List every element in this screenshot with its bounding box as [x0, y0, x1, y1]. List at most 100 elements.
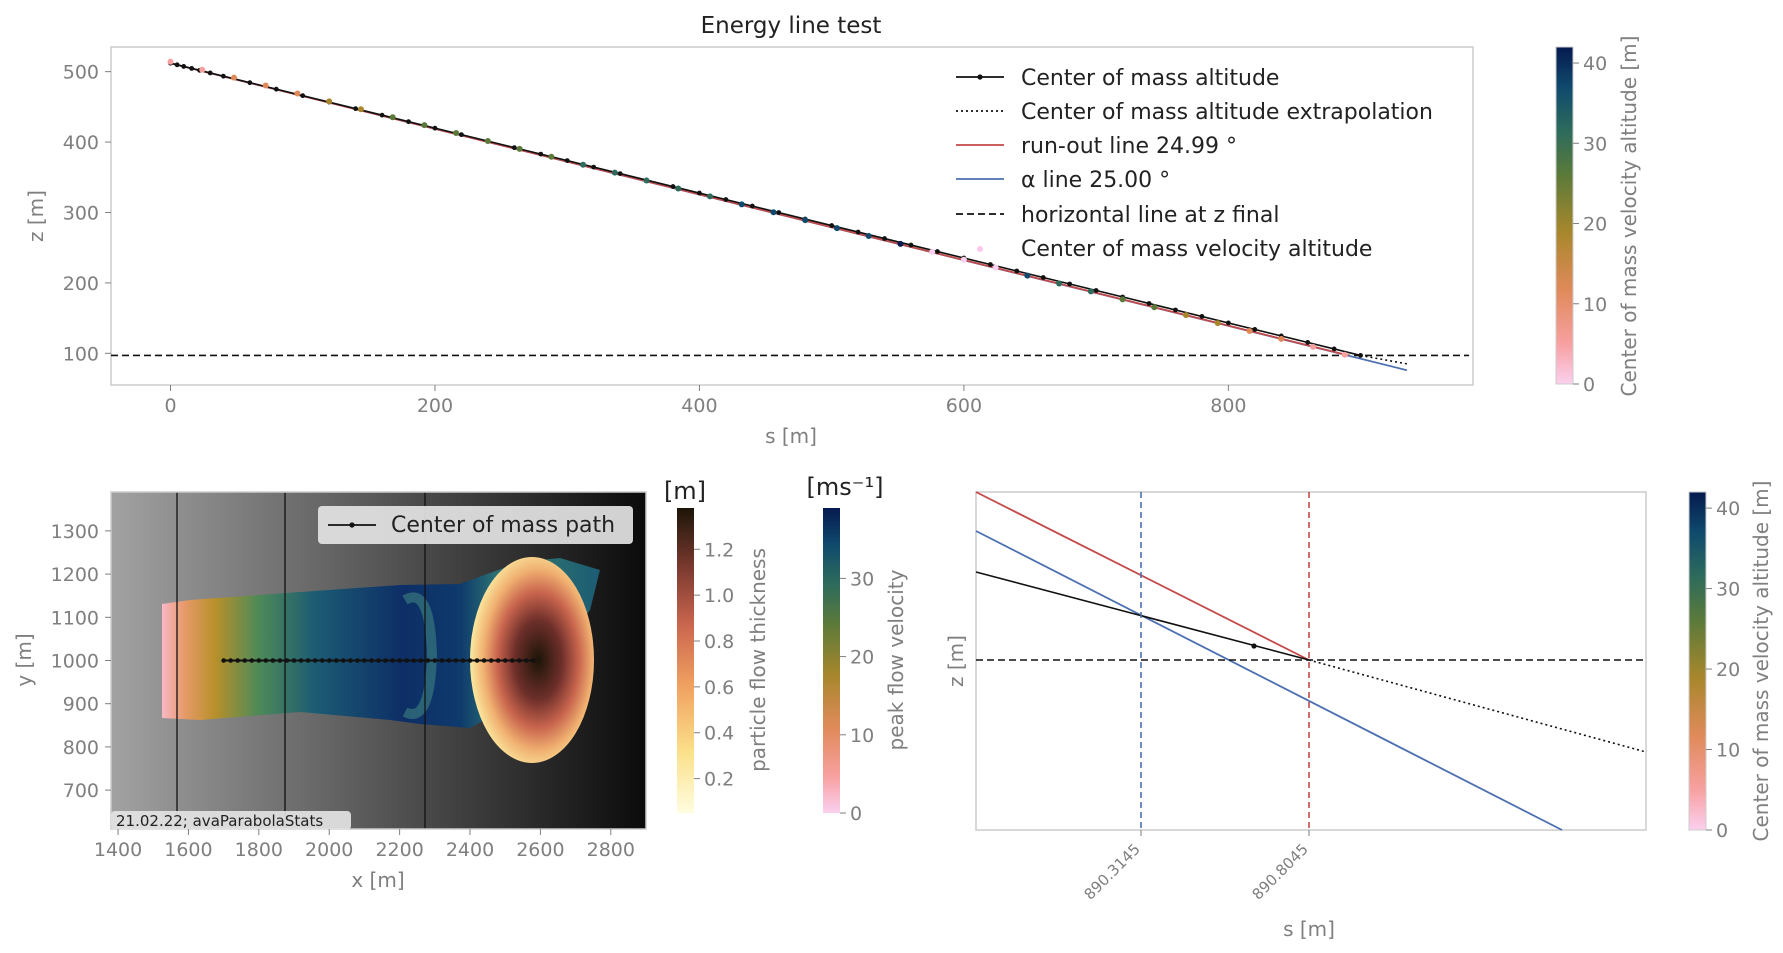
top-plot-frame: [110, 46, 1474, 386]
com-altitude-point: [987, 262, 993, 267]
heatmap-x-tick-label: 1400: [94, 839, 142, 861]
com-path-point: [425, 658, 431, 663]
com-altitude-point: [353, 106, 359, 112]
com-path-point: [509, 658, 515, 663]
heatmap-y-tick-label: 1200: [51, 564, 99, 586]
heatmap-x-tick-label: 2800: [587, 839, 635, 861]
zoom-plot-frame: [975, 491, 1647, 831]
com-altitude-point: [855, 229, 861, 235]
com-path-point: [404, 658, 409, 663]
com-velocity-altitude-point: [580, 161, 587, 168]
top-series-layer: [111, 58, 1469, 372]
com-altitude-point: [1146, 301, 1152, 306]
top-colorbar: [1555, 46, 1574, 385]
zoom-alpha-line: [975, 530, 1563, 831]
velocity-colorbar-tick-label: 20: [850, 647, 874, 669]
velocity-colorbar: [823, 508, 840, 813]
com-altitude-point: [273, 86, 279, 92]
com-altitude-point: [1225, 320, 1231, 326]
com-velocity-altitude-point: [1309, 343, 1316, 350]
com-altitude-point: [749, 203, 755, 209]
top-x-axis-label: s [m]: [765, 424, 817, 448]
legend-entry-extrapolation: Center of mass altitude extrapolation: [1021, 100, 1433, 125]
heatmap-legend-box: [318, 506, 633, 544]
com-velocity-altitude-point: [1278, 335, 1285, 342]
zoom-x-tick-label: 890.8045: [1248, 840, 1311, 903]
com-altitude-point: [908, 242, 914, 248]
com-altitude-point: [697, 190, 702, 196]
thickness-colorbar: [677, 508, 694, 813]
com-velocity-altitude-point: [929, 248, 936, 255]
zoom-colorbar-tick-label: 30: [1716, 579, 1740, 601]
com-altitude-point: [189, 65, 195, 71]
com-altitude-point: [459, 132, 464, 138]
com-velocity-altitude-point: [294, 90, 301, 97]
com-velocity-altitude-point: [262, 82, 269, 89]
com-path-point: [277, 658, 283, 663]
com-path-point: [270, 658, 276, 663]
zoom-colorbar-ticks: 0 10 20 30 40: [1706, 498, 1740, 842]
com-path-point: [312, 658, 318, 663]
com-velocity-altitude-point: [770, 209, 777, 216]
com-altitude-point: [1252, 327, 1258, 332]
com-velocity-altitude-point: [1341, 351, 1348, 358]
velocity-colorbar-tick-label: 0: [850, 803, 862, 825]
zoom-colorbar-tick-label: 10: [1716, 740, 1740, 762]
com-path-point: [348, 658, 353, 663]
zoom-colorbar-tick-label: 40: [1716, 498, 1740, 520]
com-velocity-altitude-point: [389, 114, 396, 121]
legend-marker-com: [977, 74, 983, 80]
com-velocity-altitude-point: [1024, 272, 1031, 279]
com-path-point: [524, 658, 529, 663]
heatmap-x-tick-label: 2000: [305, 839, 353, 861]
top-colorbar-tick-label: 40: [1583, 53, 1607, 75]
com-velocity-altitude-point: [1151, 304, 1158, 311]
com-altitude-point: [432, 125, 438, 131]
zoom-colorbar-label: Center of mass velocity altitude [m]: [1749, 481, 1773, 842]
thickness-colorbar-tick-label: 0.2: [704, 769, 734, 791]
com-velocity-altitude-point: [1056, 280, 1063, 287]
top-legend: Center of mass altitude Center of mass a…: [956, 66, 1433, 262]
zoom-com-line: [975, 571, 1310, 661]
com-path-point: [362, 658, 367, 663]
com-velocity-altitude-point: [738, 201, 745, 208]
legend-marker-velocity: [977, 246, 983, 252]
com-altitude-point: [538, 151, 544, 157]
com-velocity-altitude-point: [1087, 288, 1094, 295]
com-velocity-altitude-point: [802, 217, 809, 224]
com-altitude-point: [247, 80, 253, 86]
com-path-point: [291, 658, 297, 663]
heatmap-y-tick-label: 800: [63, 737, 99, 759]
com-altitude-point: [1040, 275, 1046, 280]
top-x-tick-label: 600: [946, 395, 982, 417]
com-velocity-altitude-point: [865, 232, 872, 239]
com-path-point: [432, 658, 438, 663]
com-altitude-point: [207, 70, 213, 76]
top-y-tick-label: 100: [63, 343, 99, 365]
com-path-point: [221, 658, 226, 663]
com-path-point: [453, 658, 459, 663]
com-path-point: [235, 658, 241, 663]
zoom-y-axis-label: z [m]: [944, 635, 968, 687]
com-velocity-altitude-point: [484, 137, 491, 144]
annotation-box: [111, 811, 351, 830]
top-colorbar-label: Center of mass velocity altitude [m]: [1617, 36, 1641, 397]
com-path-point: [418, 658, 424, 663]
top-colorbar-ticks: 0 10 20 30 40: [1573, 53, 1607, 396]
legend-entry-com-altitude: Center of mass altitude: [1021, 66, 1279, 91]
heatmap-y-tick-label: 700: [63, 780, 99, 802]
com-path-point: [242, 658, 248, 663]
com-path-point: [481, 658, 487, 663]
top-x-tick-label: 0: [164, 395, 176, 417]
heatmap-legend-marker: [349, 522, 355, 528]
com-velocity-altitude-point: [453, 130, 460, 137]
top-y-tick-label: 400: [63, 132, 99, 154]
com-path-point: [305, 658, 311, 663]
com-path-point: [446, 658, 452, 663]
com-altitude-point: [776, 210, 782, 215]
com-velocity-altitude-point: [707, 193, 714, 200]
heatmap-y-tick-label: 900: [63, 694, 99, 716]
com-path-point: [256, 658, 262, 663]
com-path-point: [376, 658, 381, 663]
com-path-point: [531, 658, 536, 663]
